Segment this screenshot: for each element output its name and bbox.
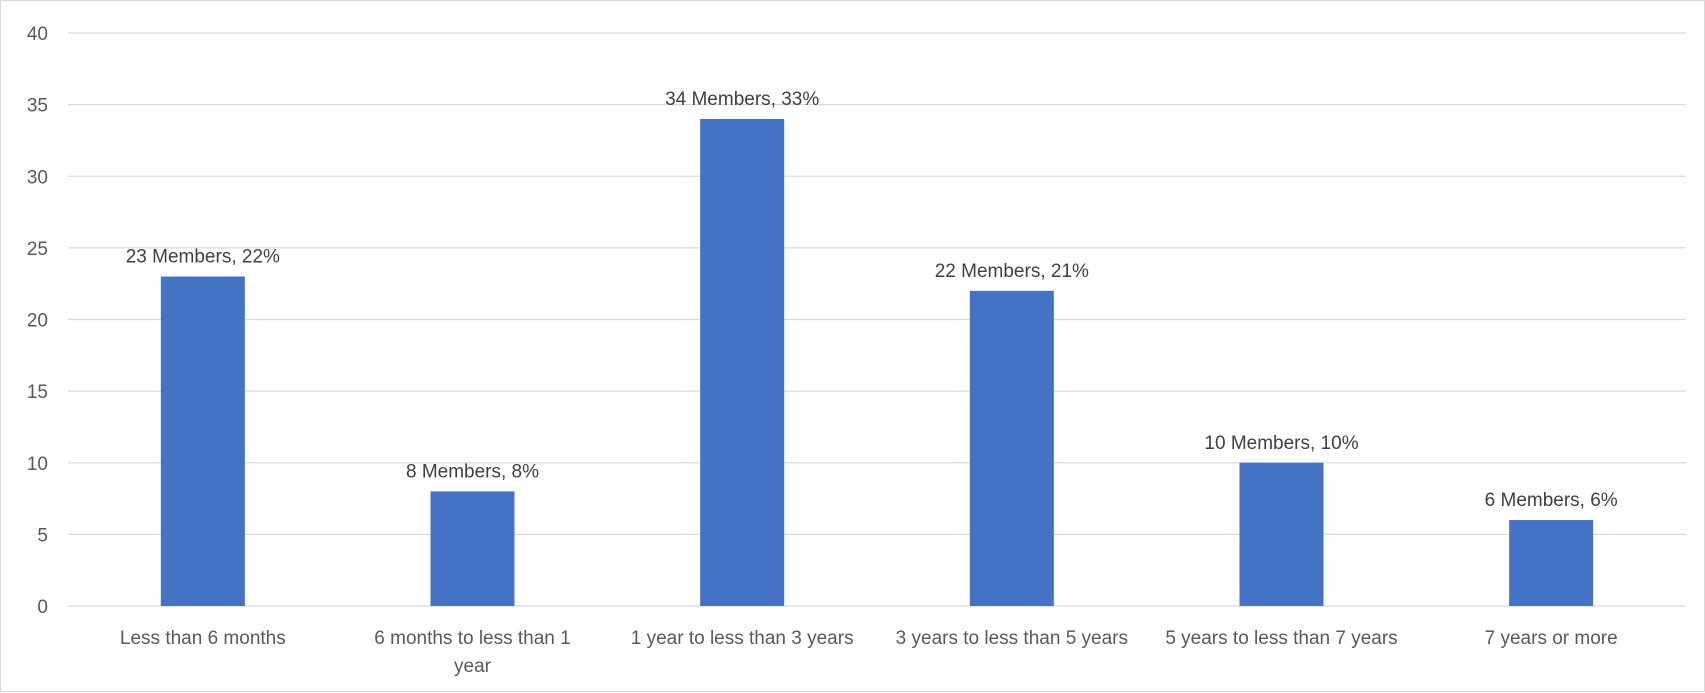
data-label: 6 Members, 6% xyxy=(1485,490,1618,511)
y-axis-tick-labels: 0 5 10 15 20 25 30 35 40 xyxy=(27,24,48,618)
y-tick-label: 20 xyxy=(27,311,48,332)
y-tick-label: 40 xyxy=(27,24,48,45)
bar xyxy=(1239,462,1324,606)
y-tick-label: 0 xyxy=(37,597,48,618)
data-label: 22 Members, 21% xyxy=(935,261,1089,282)
x-category-label: Less than 6 months xyxy=(120,628,286,649)
x-category-label: 5 years to less than 7 years xyxy=(1165,628,1397,649)
bar xyxy=(700,118,785,606)
y-tick-label: 35 xyxy=(27,96,48,117)
x-category-label: 7 years or more xyxy=(1485,628,1618,649)
y-tick-label: 10 xyxy=(27,454,48,475)
y-tick-label: 30 xyxy=(27,167,48,188)
x-category-label: 1 year to less than 3 years xyxy=(631,628,854,649)
bar xyxy=(430,491,515,606)
bar xyxy=(160,276,245,606)
bar xyxy=(969,290,1054,606)
x-category-label: 6 months to less than 1 xyxy=(374,628,570,649)
y-tick-label: 25 xyxy=(27,239,48,260)
data-label: 23 Members, 22% xyxy=(126,247,280,268)
bars xyxy=(160,118,1594,606)
x-category-label: year xyxy=(454,656,492,677)
bar xyxy=(1509,520,1594,606)
data-label: 8 Members, 8% xyxy=(406,461,539,482)
data-label: 10 Members, 10% xyxy=(1204,433,1358,454)
data-label: 34 Members, 33% xyxy=(665,89,819,110)
y-tick-label: 15 xyxy=(27,382,48,403)
gridlines xyxy=(68,32,1686,607)
x-category-label: 3 years to less than 5 years xyxy=(896,628,1128,649)
data-labels: 23 Members, 22% 8 Members, 8% 34 Members, … xyxy=(126,89,1618,511)
y-tick-label: 5 xyxy=(37,525,48,546)
x-axis-category-labels: Less than 6 months 6 months to less than … xyxy=(120,628,1618,677)
